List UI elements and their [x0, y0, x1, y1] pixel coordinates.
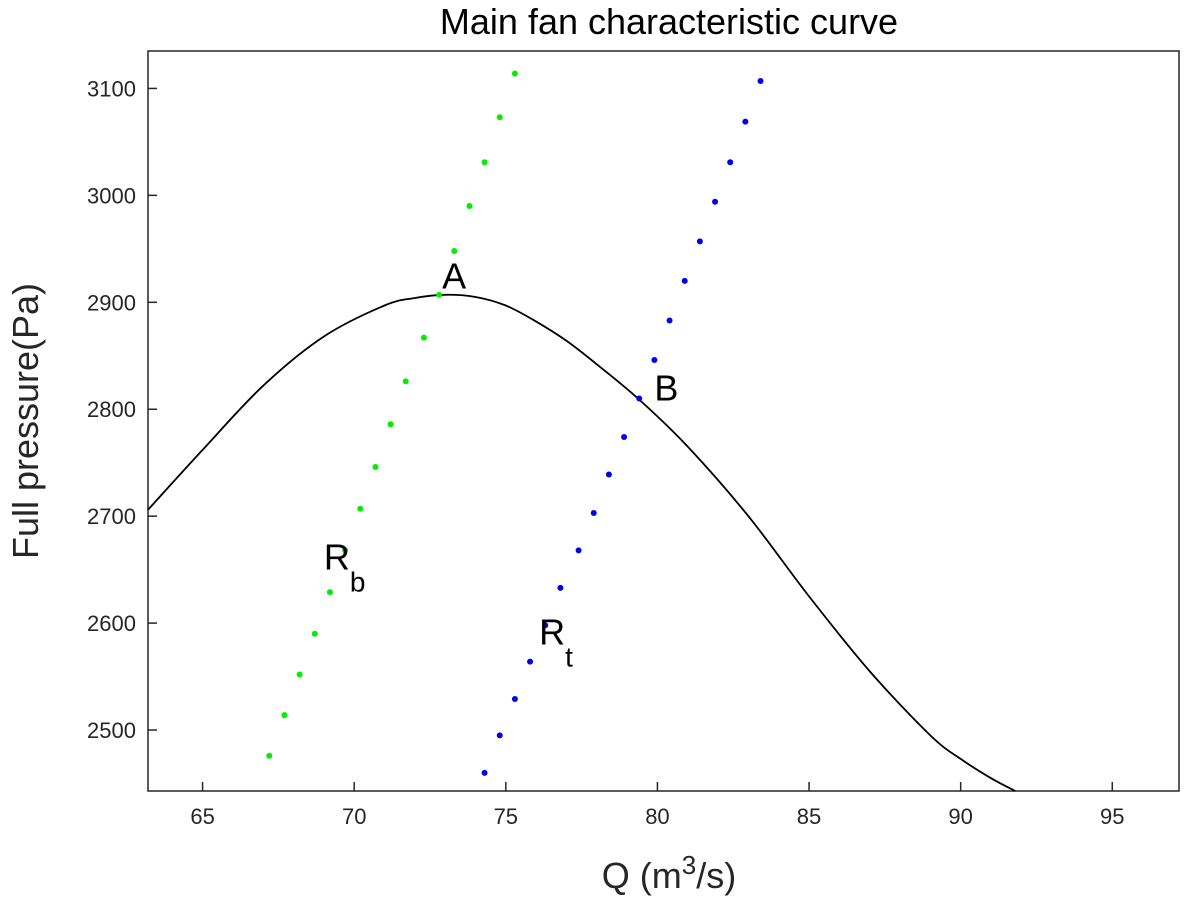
- x-axis-title: Q (m3/s): [602, 850, 736, 896]
- y-axis-title: Full pressure(Pa): [5, 283, 46, 559]
- chart-title: Main fan characteristic curve: [440, 1, 898, 42]
- series-2-point: [636, 395, 643, 402]
- series-2-point: [666, 317, 673, 324]
- series-2-point: [575, 547, 582, 554]
- x-tick-label: 95: [1100, 804, 1124, 829]
- x-tick-label: 90: [948, 804, 972, 829]
- series-2-point: [727, 159, 734, 166]
- series-1-point: [281, 712, 288, 719]
- series-1-point: [372, 463, 379, 470]
- y-tick-label: 2900: [87, 290, 136, 315]
- series-1-point: [296, 671, 303, 678]
- x-tick-label: 65: [190, 804, 214, 829]
- y-tick-label: 2700: [87, 504, 136, 529]
- series-1-point: [451, 247, 458, 254]
- resistance-points-layer: [266, 70, 764, 776]
- series-2-point: [681, 277, 688, 284]
- series-1-point: [326, 589, 333, 596]
- x-axis-title-tail: /s): [696, 855, 736, 896]
- series-1-point: [496, 114, 503, 121]
- annotation-Rb: Rb: [324, 537, 366, 598]
- series-2-point: [481, 769, 488, 776]
- annotation-layer: A B Rb Rt: [324, 255, 679, 672]
- fan-curve-layer: [147, 293, 1016, 792]
- annotation-B: B: [654, 368, 678, 409]
- series-2-point: [557, 584, 564, 591]
- x-tick-label: 70: [342, 804, 366, 829]
- series-1-point: [342, 547, 349, 554]
- fan-curve-line: [147, 293, 1016, 792]
- series-1-point: [466, 203, 473, 210]
- series-2-point: [696, 238, 703, 245]
- series-2-point: [605, 471, 612, 478]
- series-1-point: [436, 291, 443, 298]
- series-2-point: [742, 118, 749, 125]
- series-2-point: [712, 198, 719, 205]
- series-1-point: [357, 505, 364, 512]
- series-2-point: [757, 77, 764, 84]
- y-tick-label: 2800: [87, 397, 136, 422]
- series-1-point: [266, 752, 273, 759]
- series-1-point: [311, 630, 318, 637]
- y-tick-label: 3100: [87, 76, 136, 101]
- series-1-point: [402, 378, 409, 385]
- x-axis-title-sup: 3: [682, 850, 696, 880]
- series-1-point: [481, 159, 488, 166]
- series-1-point: [387, 421, 394, 428]
- y-tick-label: 3000: [87, 183, 136, 208]
- series-2-point: [511, 696, 518, 703]
- series-2-point: [527, 658, 534, 665]
- series-2-point: [496, 732, 503, 739]
- series-1-point: [511, 70, 518, 77]
- series-2-point: [590, 509, 597, 516]
- x-tick-label: 80: [645, 804, 669, 829]
- series-2-point: [651, 357, 658, 364]
- series-1-point: [420, 334, 427, 341]
- x-tick-label: 75: [494, 804, 518, 829]
- plot-area-frame: [147, 50, 1180, 792]
- x-axis-title-base: Q (m: [602, 855, 682, 896]
- series-2-point: [621, 434, 628, 441]
- annotation-Rt: Rt: [539, 611, 573, 672]
- axis-ticks: 65 70 75 80 85 90 95 2500 2600 2700 2800 2900 3000 31…: [87, 76, 1124, 829]
- annotation-A: A: [442, 255, 466, 296]
- y-tick-label: 2500: [87, 718, 136, 743]
- y-tick-label: 2600: [87, 611, 136, 636]
- x-tick-label: 85: [797, 804, 821, 829]
- series-2-point: [542, 622, 549, 629]
